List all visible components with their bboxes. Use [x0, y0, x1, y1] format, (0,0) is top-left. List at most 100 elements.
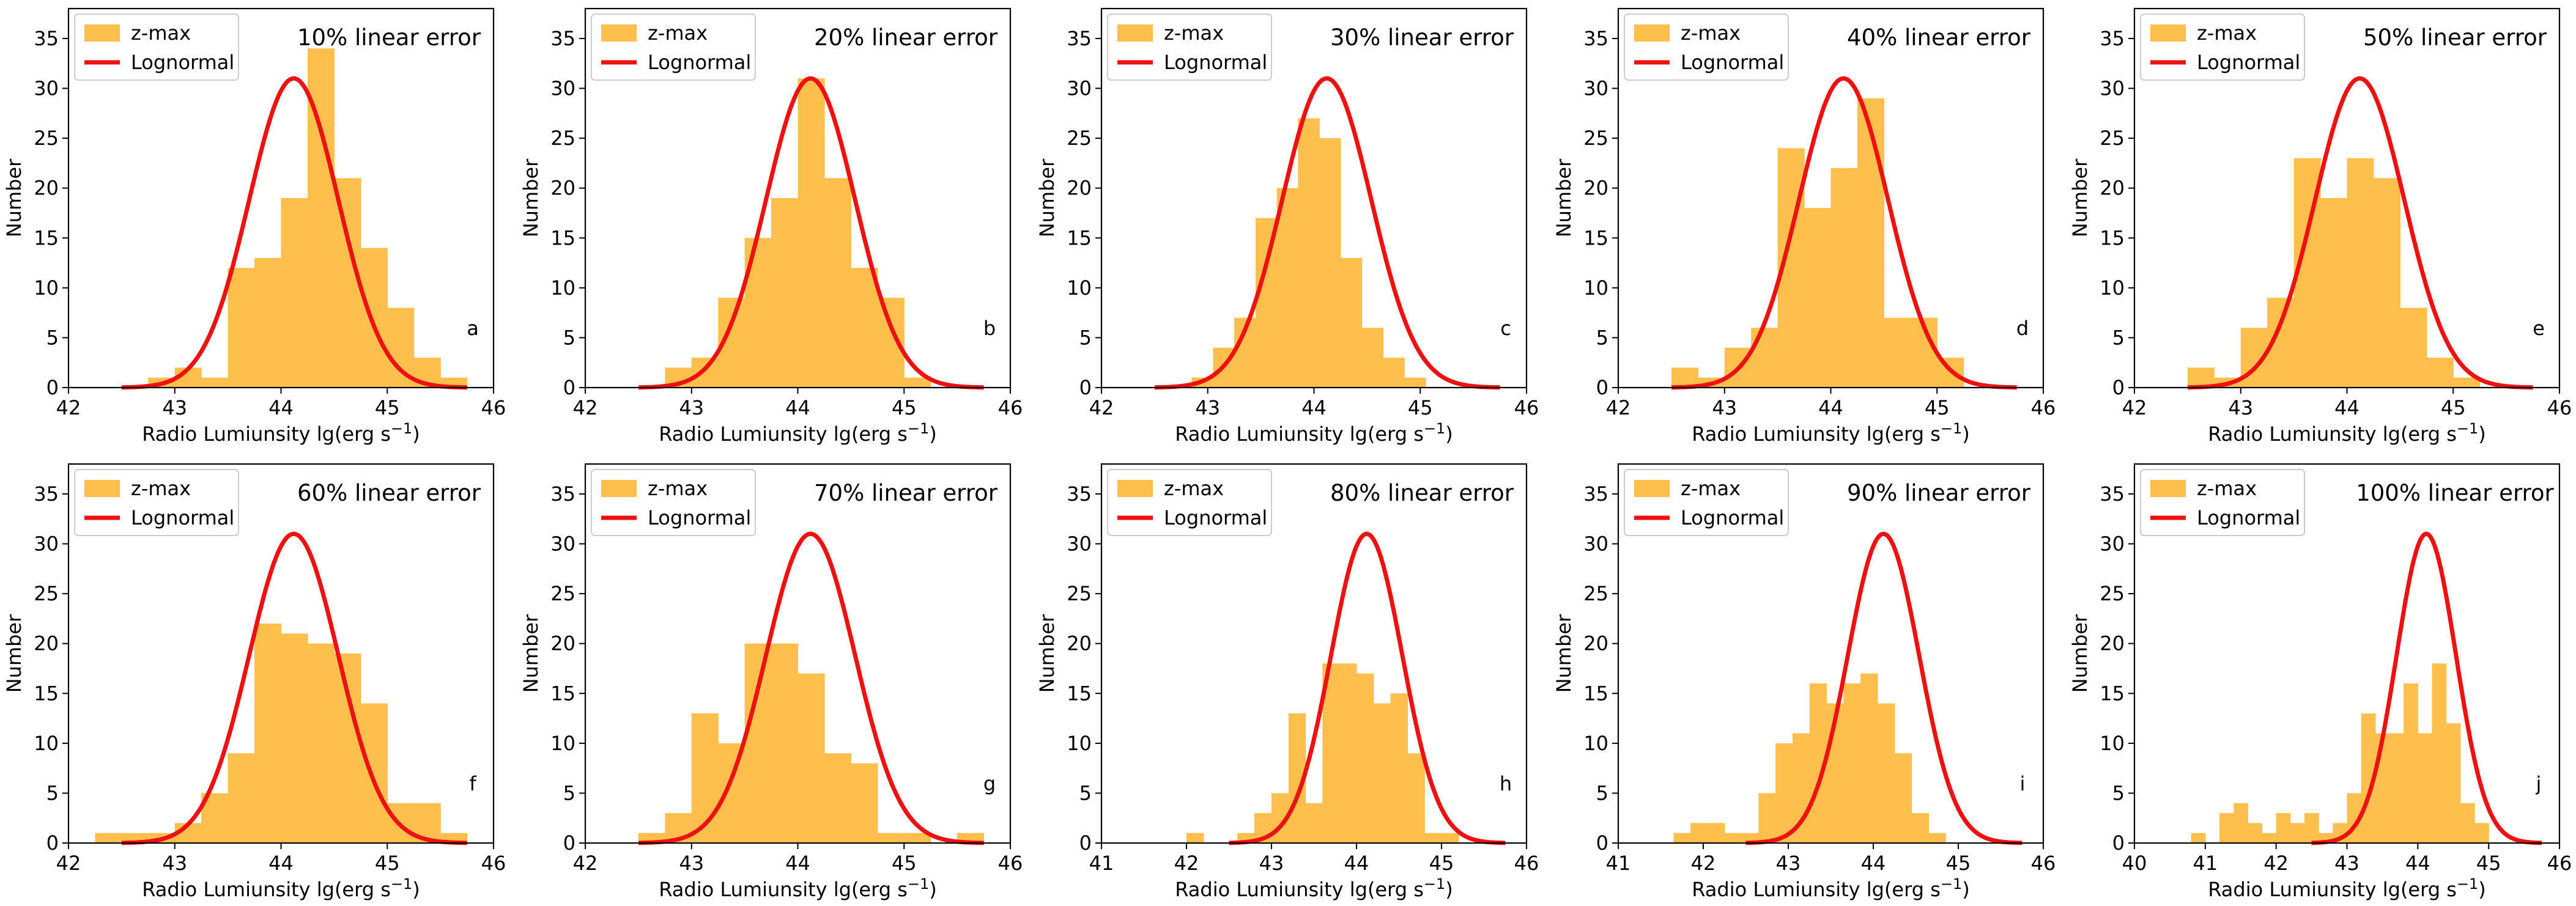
x-tick-label: 45 — [1408, 396, 1433, 419]
histogram-bar — [1928, 833, 1946, 843]
y-tick-label: 5 — [46, 781, 59, 805]
x-tick-label: 44 — [2334, 396, 2359, 419]
lognormal-curve — [121, 531, 468, 845]
y-tick-label: 15 — [1583, 226, 1608, 249]
legend-label-lognormal: Lognormal — [2197, 506, 2300, 529]
panel-letter: g — [983, 772, 996, 795]
panel-g: 42 43 44 45 46 0 5 10 15 20 25 30 35 Radio Lumiunsity… — [519, 463, 1023, 901]
y-tick-label: 30 — [34, 77, 59, 100]
y-tick-label: 5 — [2112, 781, 2125, 805]
histogram-bar — [1877, 703, 1895, 843]
y-tick-label: 5 — [563, 781, 576, 805]
histogram-bar — [1690, 823, 1708, 843]
x-tick-label: 40 — [2122, 852, 2147, 875]
histogram-bar — [1830, 168, 1858, 388]
x-axis-label: Radio Lumiunsity lg(erg s−1) — [2208, 875, 2485, 901]
x-tick-label: 46 — [1514, 852, 1539, 875]
y-tick-label: 0 — [2112, 831, 2125, 855]
legend-swatch-bar — [1634, 480, 1670, 497]
panel-title: 30% linear error — [1330, 24, 1514, 51]
histogram-bar — [2248, 823, 2263, 843]
histogram-bar — [771, 198, 799, 388]
histogram-bar — [798, 673, 825, 843]
panel-letter: h — [1500, 772, 1512, 795]
x-tick-label: 44 — [1301, 396, 1327, 419]
x-tick-label: 42 — [1089, 396, 1114, 419]
histogram-bar — [228, 753, 255, 843]
x-axis-label: Radio Lumiunsity lg(erg s−1) — [659, 875, 936, 901]
x-tick-label: 45 — [1946, 852, 1971, 875]
y-tick-label: 5 — [1596, 781, 1608, 805]
histogram-bar — [201, 377, 229, 388]
legend-label-zmax: z-max — [2197, 21, 2257, 45]
histogram-bar — [2446, 723, 2461, 843]
histogram-bar — [1340, 257, 1363, 388]
x-axis-label: Radio Lumiunsity lg(erg s−1) — [2208, 420, 2485, 446]
legend: z-max Lognormal — [591, 469, 756, 536]
x-tick-label: 45 — [2476, 852, 2501, 875]
x-tick-label: 45 — [892, 396, 917, 419]
lognormal-curve — [2311, 531, 2543, 845]
y-tick-label: 20 — [1067, 632, 1092, 655]
legend-swatch-bar — [84, 480, 120, 497]
y-tick-label: 10 — [1067, 276, 1092, 300]
y-tick-label: 10 — [34, 732, 59, 755]
histogram-bar — [2187, 367, 2215, 388]
legend: z-max Lognormal — [1624, 469, 1789, 536]
x-tick-label: 46 — [481, 852, 506, 875]
legend-label-lognormal: Lognormal — [131, 51, 234, 74]
histogram-bar — [824, 178, 851, 388]
legend-label-zmax: z-max — [2197, 477, 2257, 500]
x-tick-label: 43 — [162, 396, 187, 419]
panel-title: 40% linear error — [1847, 24, 2031, 51]
histogram-bar — [2304, 813, 2319, 843]
y-axis-label: Number — [2, 158, 26, 237]
legend-label-zmax: z-max — [131, 477, 191, 500]
legend-swatch-bar — [1634, 24, 1670, 42]
panel-letter: d — [2016, 317, 2029, 340]
histogram-bar — [1751, 328, 1778, 388]
y-tick-label: 15 — [550, 682, 576, 705]
histogram-bar — [1404, 377, 1426, 388]
x-tick-label: 42 — [1606, 396, 1631, 419]
y-tick-label: 30 — [2100, 532, 2125, 556]
histogram-bar — [2460, 803, 2475, 843]
histogram-bar — [2373, 178, 2400, 388]
lognormal-curve — [1745, 531, 2023, 845]
y-tick-label: 0 — [1079, 831, 1092, 855]
y-tick-label: 25 — [2100, 127, 2125, 150]
histogram-bar — [2389, 733, 2404, 843]
y-tick-label: 15 — [1067, 682, 1092, 705]
panel-title: 70% linear error — [814, 480, 998, 506]
y-tick-label: 25 — [1067, 127, 1092, 150]
histogram-bar — [1319, 138, 1341, 388]
y-tick-label: 30 — [550, 532, 576, 556]
x-tick-label: 43 — [679, 396, 704, 419]
y-tick-label: 35 — [34, 482, 59, 506]
x-tick-label: 45 — [1925, 396, 1950, 419]
panel-j: 40 41 42 43 44 45 46 0 5 10 15 20 25 30 35 Radio Lumiun… — [2068, 463, 2572, 901]
y-tick-label: 15 — [2100, 682, 2125, 705]
y-axis-label: Number — [1552, 614, 1575, 693]
histogram-bar — [1361, 328, 1384, 388]
y-tick-label: 15 — [2100, 226, 2125, 249]
panel-letter: c — [1500, 317, 1511, 340]
x-tick-label: 43 — [162, 852, 187, 875]
x-tick-label: 45 — [375, 852, 400, 875]
legend-label-zmax: z-max — [648, 21, 708, 45]
x-tick-label: 46 — [1514, 396, 1539, 419]
y-tick-label: 0 — [2112, 376, 2125, 399]
panel-e: 42 43 44 45 46 0 5 10 15 20 25 30 35 Radio Lumiunsity… — [2068, 7, 2572, 446]
x-tick-label: 42 — [573, 396, 598, 419]
histogram-bar — [1276, 188, 1299, 388]
x-tick-label: 46 — [998, 396, 1023, 419]
y-tick-label: 30 — [1583, 532, 1608, 556]
histogram-bar — [1373, 703, 1391, 843]
legend: z-max Lognormal — [591, 13, 756, 81]
histogram-bar — [904, 833, 931, 843]
panel-d: 42 43 44 45 46 0 5 10 15 20 25 30 35 Radio Lumiunsity… — [1552, 7, 2056, 446]
panel-letter: b — [983, 317, 996, 340]
legend-swatch-bar — [601, 24, 637, 42]
legend: z-max Lognormal — [74, 469, 239, 536]
y-tick-label: 15 — [34, 226, 59, 249]
